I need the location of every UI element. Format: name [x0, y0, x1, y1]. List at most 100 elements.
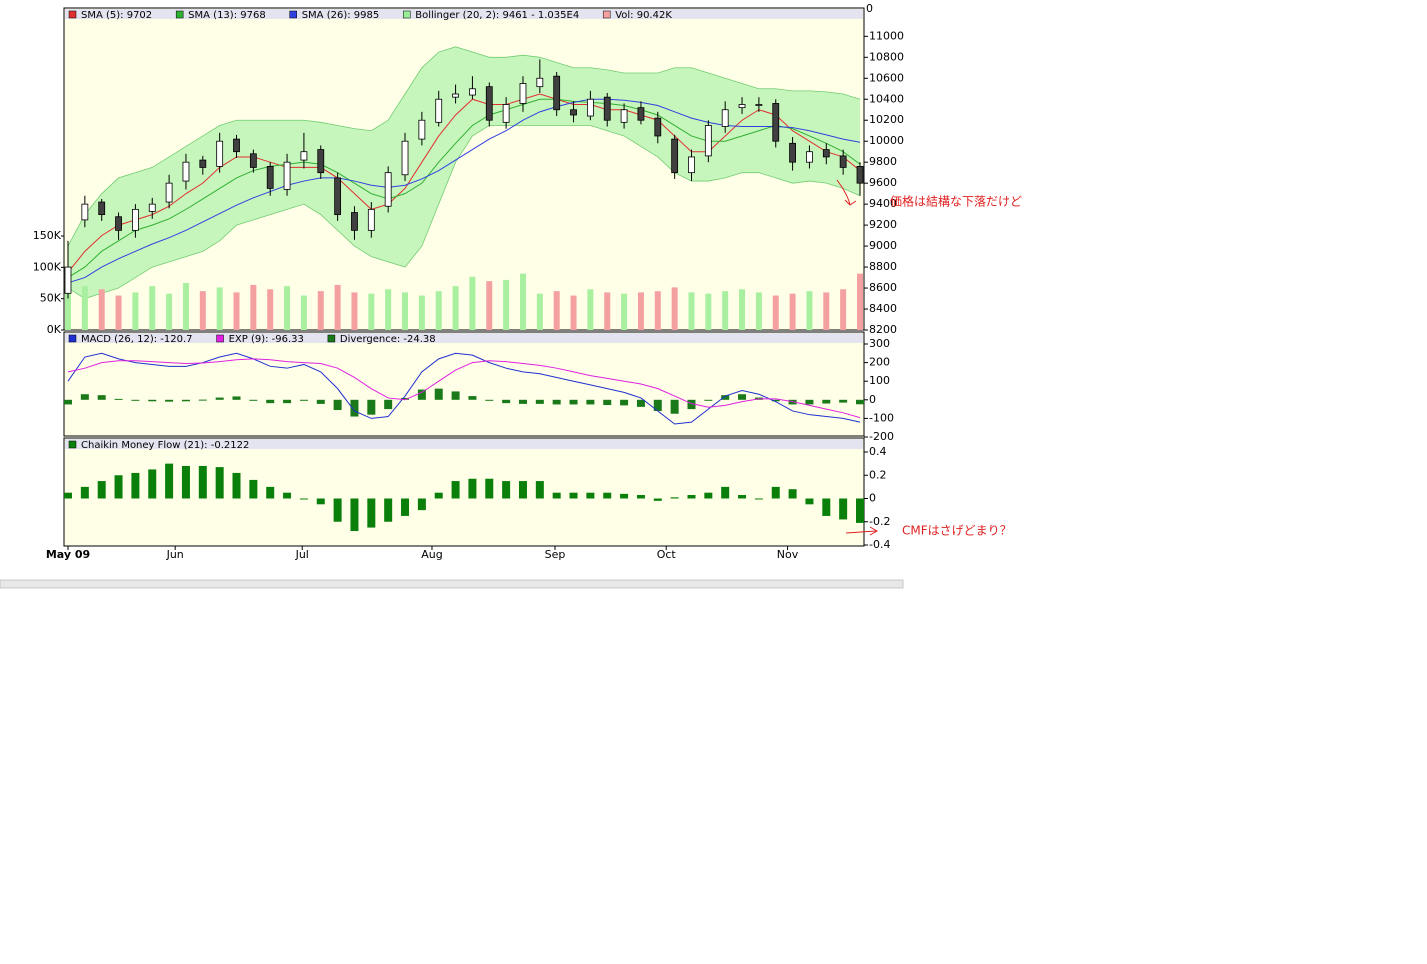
candle-body — [132, 208, 139, 231]
candle-body — [620, 109, 628, 123]
volume-bar — [671, 287, 678, 330]
candle-body — [738, 104, 746, 109]
cmf-bar — [771, 486, 780, 499]
legend-swatch — [68, 334, 77, 343]
candle-body — [317, 149, 325, 174]
cmf-bar — [822, 498, 831, 516]
volume-bar — [452, 286, 459, 330]
candle-body — [384, 172, 392, 207]
y-tick-label: 0.4 — [869, 445, 887, 458]
cmf-bar — [215, 467, 224, 499]
y-tick-label: -100 — [869, 411, 894, 424]
volume-bar — [823, 292, 830, 330]
candle-body — [688, 156, 695, 174]
divergence-bar — [569, 399, 578, 405]
cmf-bar — [636, 495, 645, 499]
volume-bar — [435, 291, 442, 330]
candle-body — [452, 93, 459, 98]
candle-body — [637, 107, 645, 121]
candle-body — [233, 138, 240, 153]
divergence-bar — [367, 399, 376, 415]
volume-bar — [654, 291, 661, 330]
legend-label: SMA (26): 9985 — [302, 10, 380, 21]
divergence-bar — [738, 394, 747, 400]
candle-body — [300, 151, 308, 161]
divergence-bar — [552, 399, 561, 405]
volume-bar — [553, 291, 560, 330]
divergence-bar — [181, 399, 190, 402]
cmf-bar — [181, 465, 190, 499]
cmf-bar — [283, 492, 292, 499]
volume-bar — [98, 289, 105, 330]
legend-swatch — [602, 10, 611, 19]
divergence-bar — [232, 396, 241, 400]
cmf-bar — [417, 498, 426, 511]
y2-tick-label: 150K — [33, 229, 62, 242]
legend-label: SMA (5): 9702 — [81, 10, 152, 21]
volume-bar — [132, 292, 139, 330]
divergence-bar — [451, 391, 460, 400]
y2-tick-label: 100K — [33, 260, 62, 273]
cmf-bar — [586, 492, 595, 499]
y2-tick-label: 0K — [47, 323, 62, 336]
candle-body — [367, 208, 375, 231]
candle-body — [789, 142, 796, 163]
candle-body — [721, 109, 729, 127]
y-tick-label: 0 — [869, 393, 876, 406]
cmf-bar — [148, 469, 157, 499]
candle-body — [165, 182, 173, 203]
divergence-bar — [485, 399, 494, 401]
y-tick-label: 9400 — [869, 197, 897, 210]
y-tick-label: 10600 — [869, 71, 904, 84]
candle-body — [502, 104, 510, 123]
candle-body — [553, 75, 561, 111]
cmf-bar — [502, 481, 511, 499]
volume-bar — [216, 287, 223, 330]
cmf-bar — [738, 495, 747, 499]
y-tick-label: 11000 — [869, 29, 904, 42]
volume-bar — [149, 286, 156, 330]
candle-body — [704, 125, 712, 157]
legend-label: Divergence: -24.38 — [340, 334, 436, 345]
divergence-bar — [114, 398, 123, 400]
divergence-bar — [839, 399, 848, 403]
cmf-bar — [266, 486, 275, 499]
y-tick-label: 0.2 — [869, 468, 887, 481]
y-tick-label: 8800 — [869, 260, 897, 273]
legend-swatch — [68, 10, 77, 19]
candle-body — [856, 165, 864, 184]
cmf-bar — [198, 465, 207, 499]
volume-bar — [385, 289, 392, 330]
volume-bar — [857, 273, 863, 330]
legend-label: MACD (26, 12): -120.7 — [81, 334, 193, 345]
legend-bar — [65, 9, 863, 19]
y-tick-label: 300 — [869, 337, 890, 350]
cmf-bar — [839, 498, 848, 520]
legend-bar — [65, 333, 863, 343]
divergence-bar — [771, 399, 780, 402]
annotation-arrow — [845, 526, 879, 536]
volume-bar — [402, 292, 409, 330]
cmf-bar — [754, 498, 763, 500]
y2-tick-label: 50K — [40, 292, 62, 305]
y-tick-label: 10400 — [869, 92, 904, 105]
divergence-bar — [148, 399, 157, 402]
legend-swatch — [216, 334, 224, 343]
divergence-bar — [283, 399, 292, 404]
cmf-bar — [64, 492, 72, 499]
legend-label: EXP (9): -96.33 — [229, 334, 304, 345]
volume-bar — [840, 289, 847, 330]
legend-label: Bollinger (20, 2): 9461 - 1.035E4 — [415, 10, 579, 21]
candle-body — [401, 140, 409, 176]
candle-body — [266, 165, 274, 189]
divergence-bar — [535, 399, 544, 404]
candle-body — [806, 151, 813, 163]
annotation: CMFはさげどまり？ — [902, 524, 1012, 538]
candle-body — [519, 83, 527, 104]
cmf-bar — [653, 498, 662, 501]
divergence-bar — [198, 399, 207, 401]
cmf-bar — [788, 489, 797, 499]
divergence-bar — [299, 399, 308, 401]
divergence-bar — [620, 399, 629, 406]
volume-bar — [755, 292, 762, 330]
